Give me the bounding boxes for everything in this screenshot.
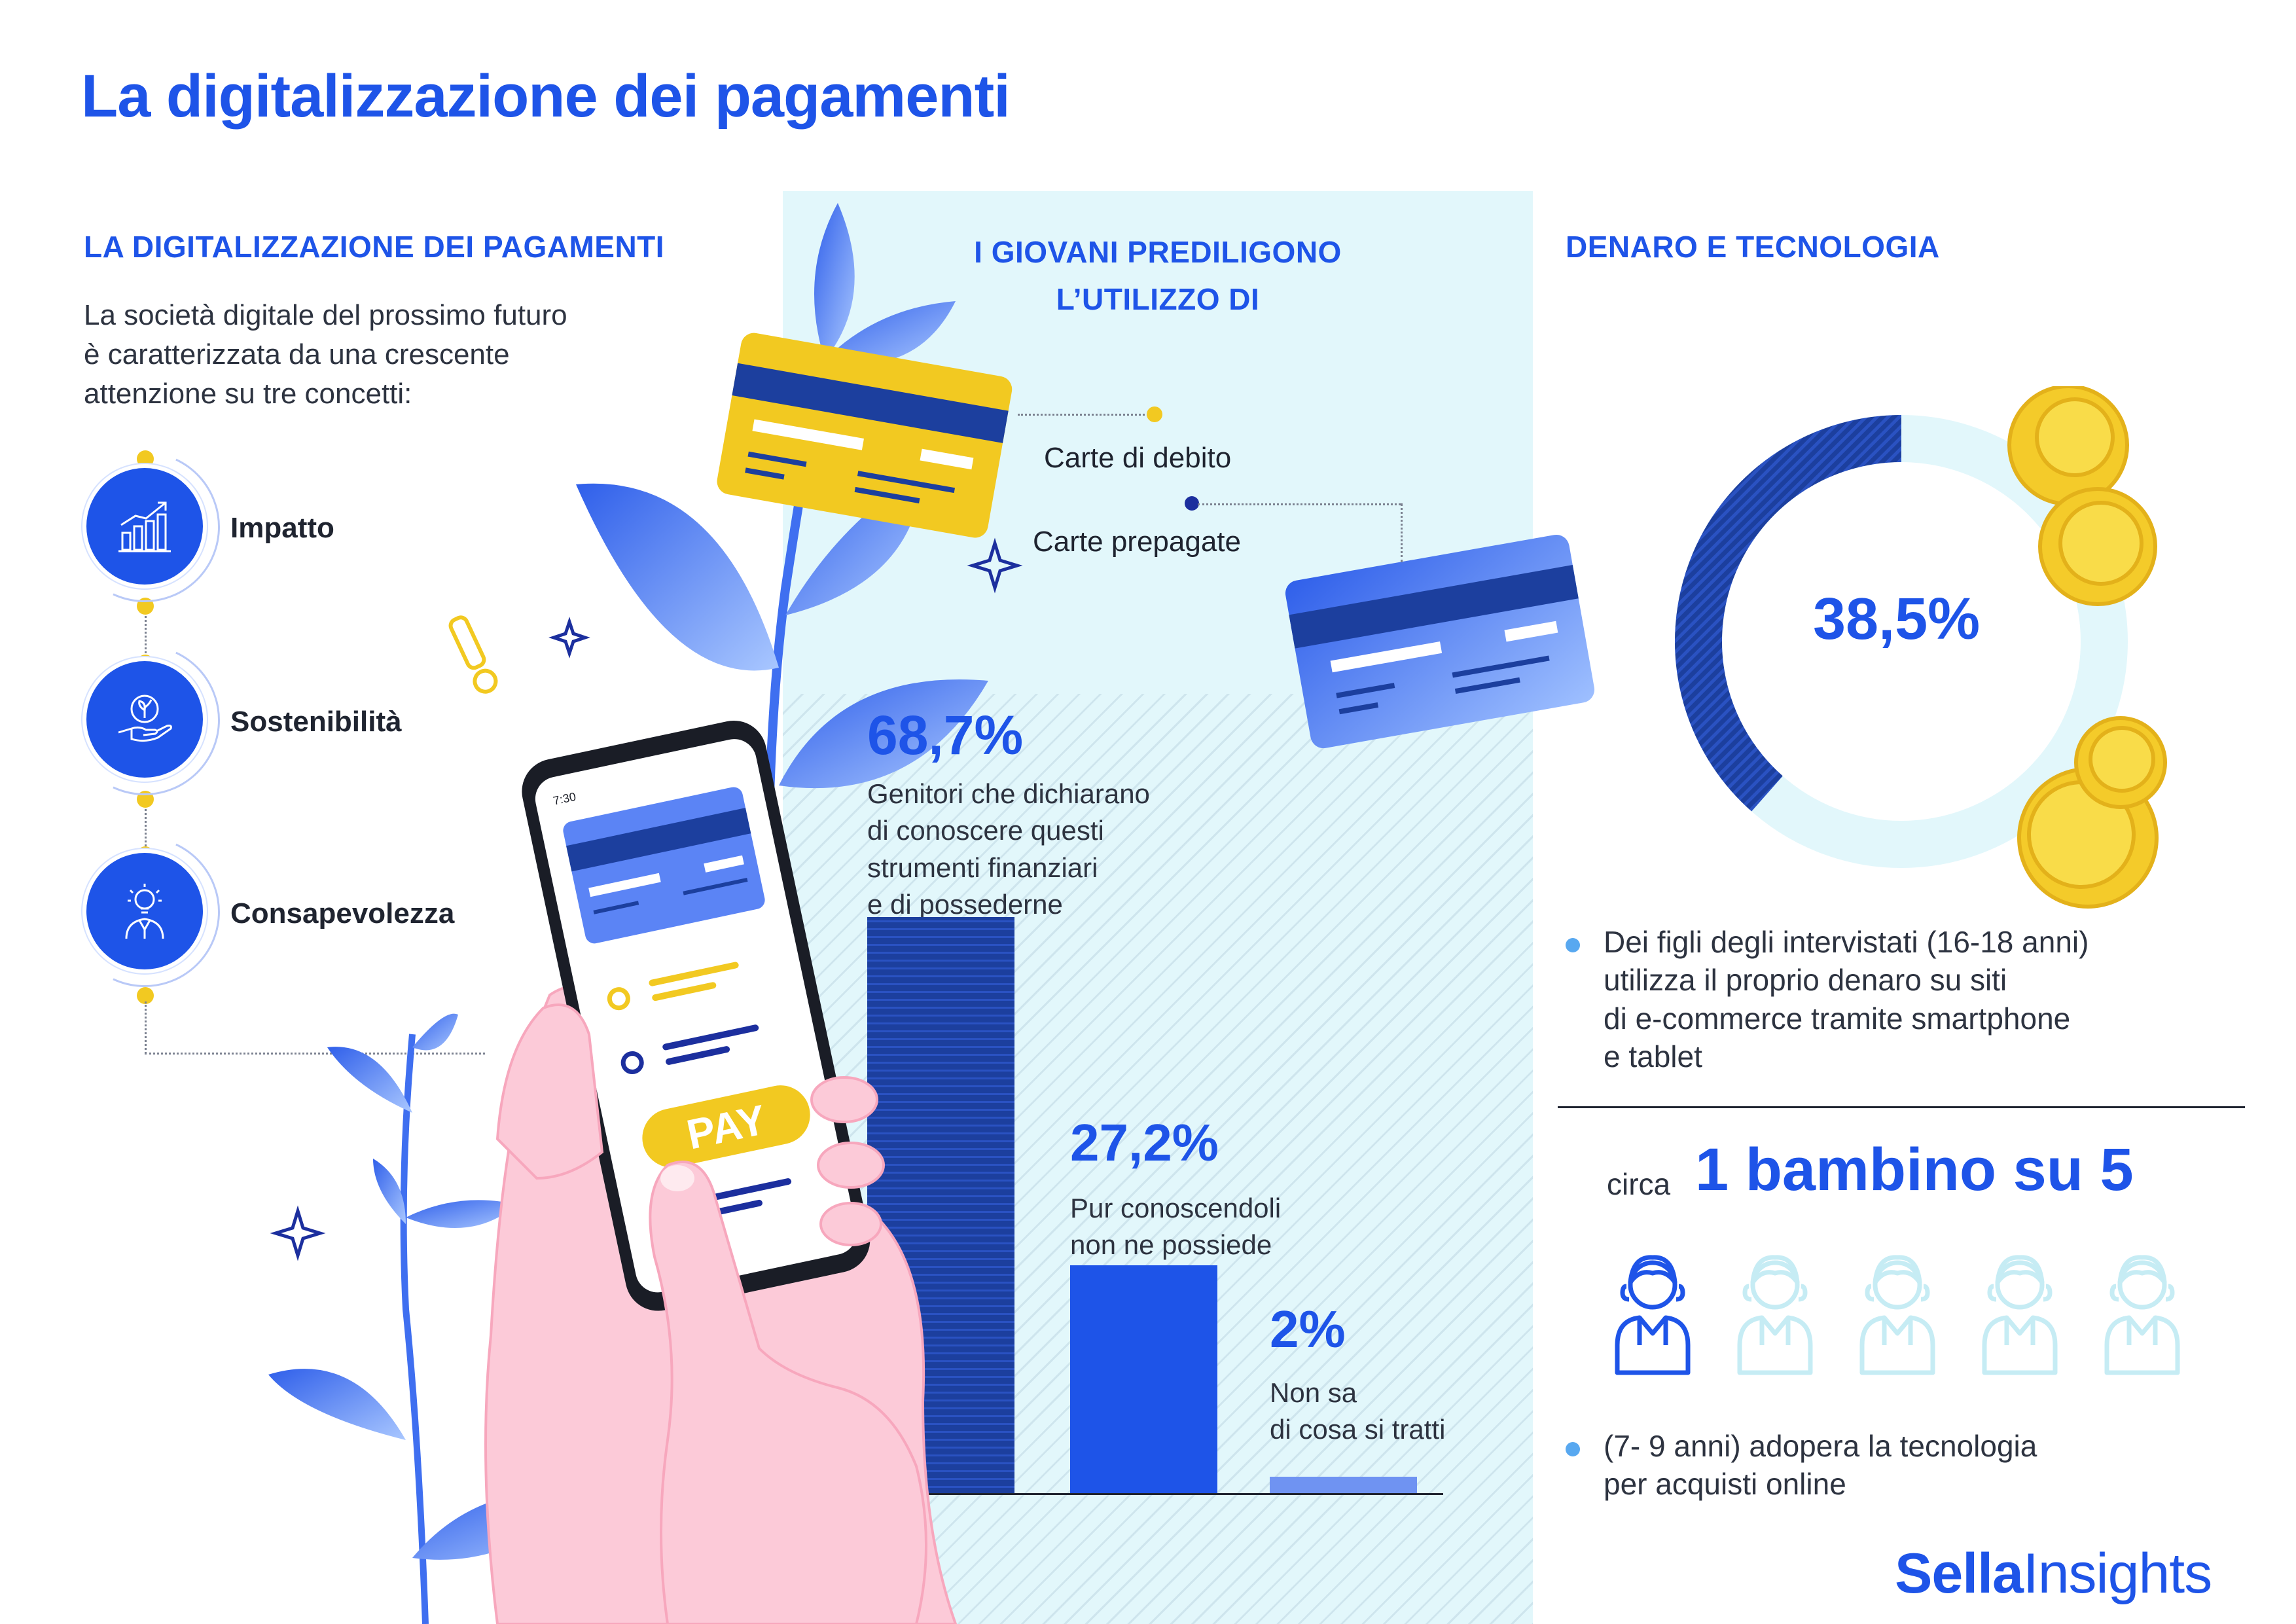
brand-part-2: Insights [2022,1542,2212,1605]
intro-line: attenzione su tre concetti: [84,377,412,410]
bar-chart-plot [867,655,1456,1494]
brand-part-1: Sella [1895,1542,2024,1605]
hand-phone-illustration: 7:30 PAY [484,720,958,1624]
donut-value-arc [1675,415,1902,812]
caption-line: strumenti finanziari [867,852,1098,883]
card-connector-dot [1147,406,1162,422]
text-line: Dei figli degli intervistati (16-18 anni… [1604,925,2089,959]
text-line: per acquisti online [1604,1467,1846,1502]
concept-sostenibilita [86,661,203,778]
debit-card-illustration [717,333,1013,538]
growth-chart-icon [118,501,171,552]
coins-illustration [2007,386,2167,909]
middle-section-heading: I GIOVANI PREDILIGONO L’UTILIZZO DI [783,229,1533,323]
bullet-dot [1566,938,1580,952]
right-section-heading: DENARO E TECNOLOGIA [1566,230,1940,264]
card-label-prepaid: Carte prepagate [1033,526,1241,558]
caption-line: Genitori che dichiarano [867,778,1150,809]
page-title: La digitalizzazione dei pagamenti [81,63,1011,130]
child-icon-highlighted [1615,1255,1691,1375]
connector-line [145,1053,485,1055]
caption-line: e di possederne [867,888,1063,920]
sustainability-hand-icon [118,695,172,742]
caption-line: non ne possiede [1070,1229,1272,1261]
left-intro-text: La società digitale del prossimo futuro … [84,296,738,413]
bullet-dot [1566,1442,1580,1456]
intro-line: è caratterizzata da una crescente [84,338,510,370]
connector-dot [137,598,154,615]
kids-icon-row [1607,1247,2196,1378]
text-line: (7- 9 anni) adopera la tecnologia [1604,1429,2037,1463]
connector-line [145,802,147,854]
connector-line [145,609,147,661]
caption-line: Pur conoscendoli [1070,1193,1282,1223]
heading-line: L’UTILIZZO DI [1056,281,1260,316]
brand-logo: SellaInsights [1895,1542,2212,1606]
leaf [814,203,855,360]
concept-consapevolezza [86,853,203,969]
child-icon [1982,1255,2058,1375]
card-connector [1198,503,1401,505]
lightbulb-person-icon [125,884,164,939]
bar-2 [1070,1265,1217,1494]
connector-dot [137,791,154,808]
bar-value-label: 68,7% [867,704,1024,766]
bar-chart-baseline [867,1493,1443,1495]
bar-value-label: 27,2% [1070,1113,1219,1172]
intro-line: La società digitale del prossimo futuro [84,299,567,331]
text-line: e tablet [1604,1039,1702,1074]
text-line: utilizza il proprio denaro su siti [1604,963,2007,998]
heading-line: I GIOVANI PREDILIGONO [974,235,1342,269]
connector-dot [137,987,154,1004]
donut-chart [1675,415,2128,868]
kids-description: (7- 9 anni) adopera la tecnologia per ac… [1604,1427,2037,1504]
kids-prefix: circa [1607,1167,1671,1201]
child-icon [2104,1255,2180,1375]
prepaid-card-illustration [1285,534,1595,749]
card-connector [1018,414,1152,416]
child-icon [1859,1255,1935,1375]
caption-line: di conoscere questi [867,815,1104,846]
connector-line [145,1001,147,1054]
donut-value-label: 38,5% [1813,586,1981,652]
bar-3 [1270,1477,1417,1494]
concept-label: Consapevolezza [230,897,455,929]
concept-label: Impatto [230,512,334,544]
divider [1558,1106,2245,1108]
bar-caption: Pur conoscendoli non ne possiede [1070,1190,1281,1264]
connector-dot [137,450,154,467]
bar-caption: Non sa di cosa si tratti [1270,1375,1445,1449]
card-connector [1401,503,1403,562]
concept-label: Sostenibilità [230,706,402,738]
caption-line: di cosa si tratti [1270,1414,1446,1445]
bar-value-label: 2% [1270,1300,1346,1358]
kids-headline: 1 bambino su 5 [1695,1136,2134,1203]
child-icon [1737,1255,1813,1375]
text-line: di e-commerce tramite smartphone [1604,1001,2071,1036]
card-connector-dot [1185,496,1199,511]
card-label-debit: Carte di debito [1044,442,1232,474]
caption-line: Non sa [1270,1377,1357,1408]
concept-impatto [86,468,203,585]
donut-description: Dei figli degli intervistati (16-18 anni… [1604,923,2089,1076]
left-section-heading: LA DIGITALIZZAZIONE DEI PAGAMENTI [84,230,665,264]
